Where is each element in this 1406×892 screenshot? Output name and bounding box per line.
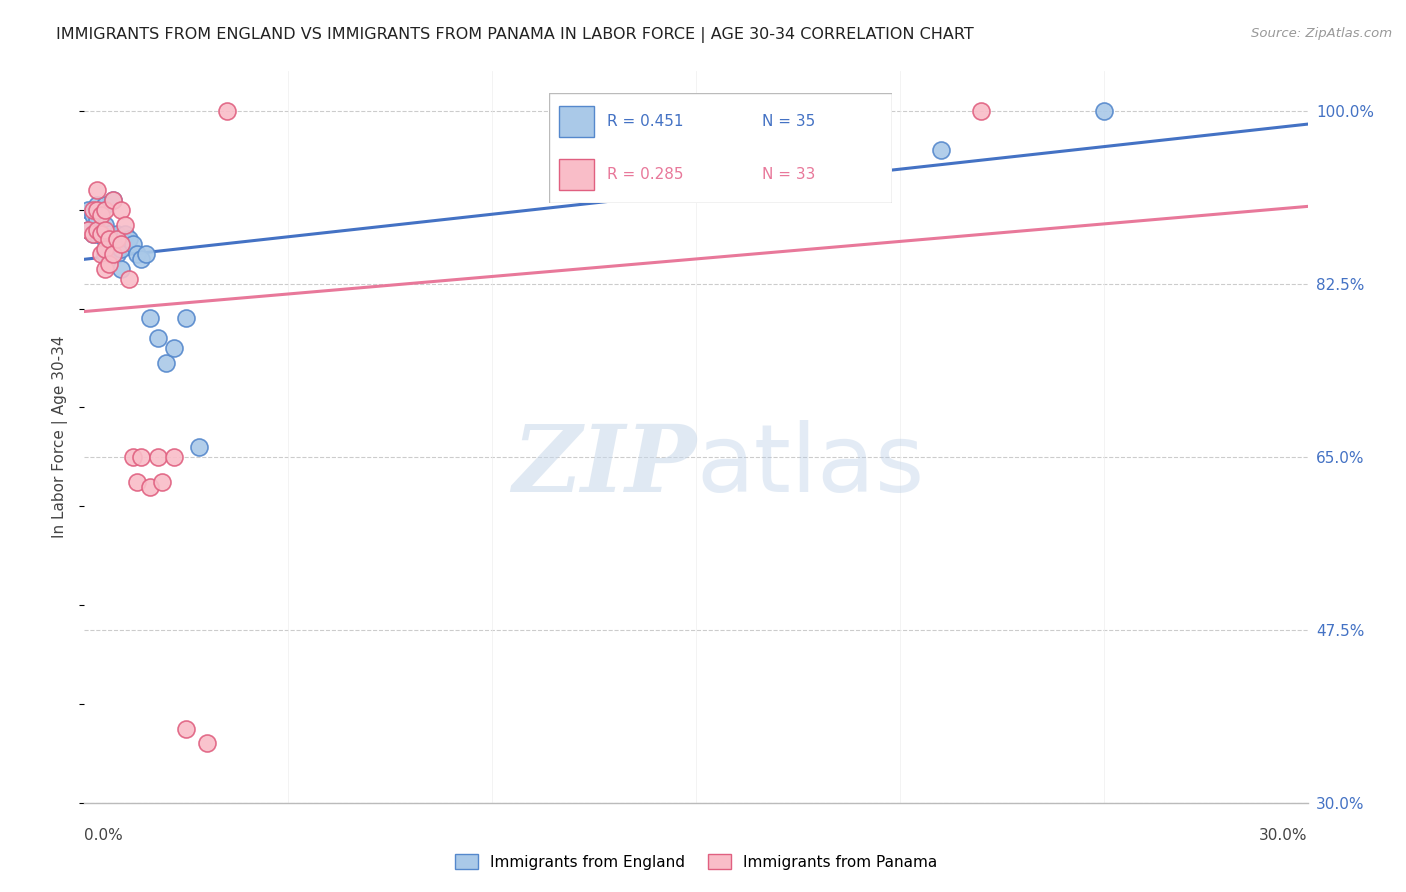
Point [90, 227, 112, 242]
Text: ZIP: ZIP [512, 421, 696, 511]
Point [122, 237, 145, 252]
Point [105, 227, 128, 242]
Point [176, 311, 198, 326]
Point [127, 247, 149, 261]
Point [93, 262, 117, 277]
Point [110, 242, 132, 256]
Point [77, 222, 100, 236]
Text: IMMIGRANTS FROM ENGLAND VS IMMIGRANTS FROM PANAMA IN LABOR FORCE | AGE 30-34 COR: IMMIGRANTS FROM ENGLAND VS IMMIGRANTS FR… [56, 27, 974, 43]
Text: 30.0%: 30.0% [1260, 828, 1308, 843]
Point [93, 232, 117, 246]
Point [82, 202, 104, 217]
Point [90, 227, 112, 242]
Y-axis label: In Labor Force | Age 30-34: In Labor Force | Age 30-34 [52, 335, 69, 539]
Point [93, 242, 117, 256]
Point [97, 227, 120, 242]
Text: Source: ZipAtlas.com: Source: ZipAtlas.com [1251, 27, 1392, 40]
Point [155, 356, 177, 370]
Point [163, 450, 186, 464]
Point [90, 202, 112, 217]
Point [195, 737, 218, 751]
Point [176, 722, 198, 736]
Point [163, 341, 186, 355]
Point [146, 450, 169, 464]
Point [77, 202, 100, 217]
Text: atlas: atlas [696, 420, 924, 512]
Point [97, 257, 120, 271]
Point [101, 247, 124, 261]
Point [82, 227, 104, 242]
Point [93, 202, 117, 217]
Point [114, 227, 136, 242]
Point [86, 227, 108, 242]
Point [97, 247, 120, 261]
Point [105, 247, 128, 261]
Point [110, 262, 132, 277]
Point [187, 440, 209, 454]
Point [97, 232, 120, 246]
Point [82, 227, 104, 242]
Point [138, 311, 160, 326]
Point [101, 193, 124, 207]
Point [131, 450, 153, 464]
Point [77, 222, 100, 236]
Legend: Immigrants from England, Immigrants from Panama: Immigrants from England, Immigrants from… [449, 847, 943, 876]
Point [122, 450, 145, 464]
Point [217, 103, 239, 118]
Point [138, 479, 160, 493]
Point [118, 232, 141, 246]
Point [105, 232, 128, 246]
Point [90, 208, 112, 222]
Point [150, 475, 173, 489]
Point [86, 198, 108, 212]
Point [93, 247, 117, 261]
Point [82, 208, 104, 222]
Text: 0.0%: 0.0% [84, 828, 124, 843]
Point [86, 202, 108, 217]
Point [131, 252, 153, 267]
Point [101, 193, 124, 207]
Point [970, 103, 993, 118]
Point [93, 198, 117, 212]
Point [90, 247, 112, 261]
Point [118, 272, 141, 286]
Point [146, 331, 169, 345]
Point [110, 202, 132, 217]
Point [93, 222, 117, 236]
Point [127, 475, 149, 489]
Point [114, 218, 136, 232]
Point [135, 247, 157, 261]
Point [110, 237, 132, 252]
Point [1092, 103, 1115, 118]
Point [86, 212, 108, 227]
Point [929, 144, 952, 158]
Point [93, 218, 117, 232]
Point [86, 222, 108, 236]
Point [101, 232, 124, 246]
Point [86, 183, 108, 197]
